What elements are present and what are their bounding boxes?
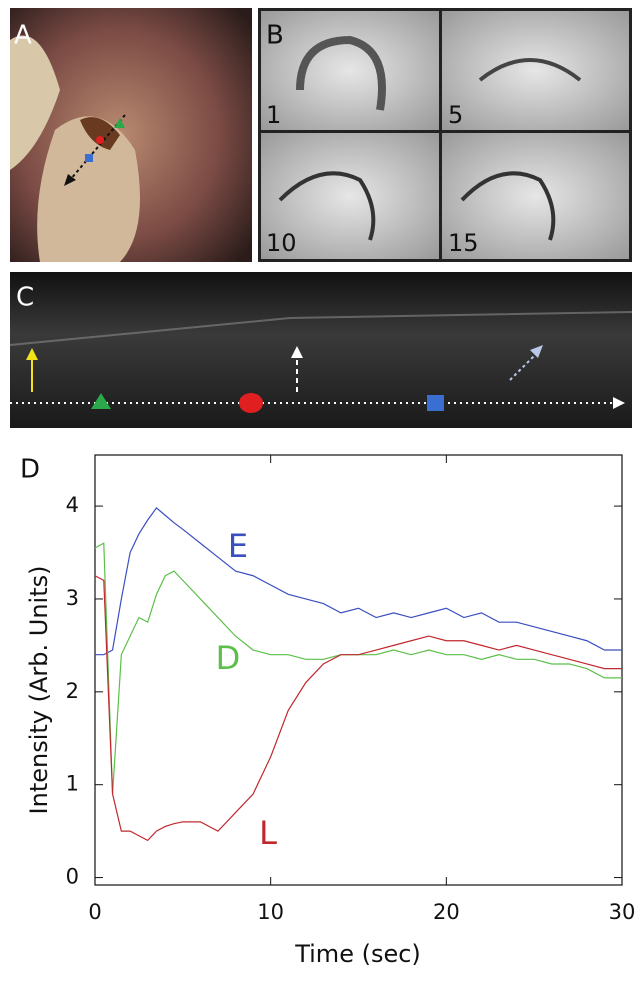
line-chart: 0 10 20 30 0 1 2 3 4 E D L [66, 454, 636, 924]
panel-label: D [20, 455, 40, 485]
structure [296, 35, 386, 111]
frame-label: 5 [448, 101, 463, 129]
frame [442, 11, 629, 130]
panel-label: B [266, 21, 284, 51]
panel-c: C [9, 272, 633, 428]
structure [460, 171, 556, 241]
y-tick-label: 0 [66, 865, 79, 889]
plot-frame [94, 454, 623, 886]
triangle-marker [114, 118, 125, 128]
y-tick-label: 2 [66, 679, 79, 703]
frame [261, 133, 439, 259]
x-tick-label: 0 [88, 900, 101, 924]
x-tick-label: 20 [433, 900, 460, 924]
frame-label: 10 [266, 229, 297, 257]
arrow-head [26, 348, 38, 360]
data-line [94, 575, 622, 842]
panel-a: A [10, 8, 252, 262]
series-label: L [259, 814, 277, 852]
square-marker [85, 154, 93, 162]
lesion [80, 117, 120, 150]
triangle-marker [91, 393, 111, 409]
frame [261, 11, 439, 130]
arrow-head [530, 345, 543, 358]
panel-b: B 1 5 10 15 [258, 8, 632, 262]
frame-label: 15 [448, 229, 479, 257]
y-tick-label: 3 [66, 586, 79, 610]
structure [478, 58, 582, 82]
data-line [94, 542, 622, 795]
tooth [37, 116, 141, 262]
panel-label: C [16, 283, 34, 313]
data-line [95, 507, 622, 656]
x-axis-label: Time (sec) [294, 940, 421, 968]
arrow-head [613, 397, 625, 409]
arrow-head [291, 346, 303, 358]
surface [9, 311, 633, 346]
frame-label: 1 [266, 101, 281, 129]
circle-marker [239, 393, 263, 413]
x-tick-label: 30 [609, 900, 636, 924]
x-tick-label: 10 [257, 900, 284, 924]
y-tick-label: 1 [66, 772, 79, 796]
y-tick-label: 4 [66, 493, 79, 517]
structure [278, 171, 376, 241]
tooth [10, 35, 60, 170]
y-axis-label: Intensity (Arb. Units) [25, 566, 53, 815]
series-label: D [216, 639, 241, 677]
circle-marker [96, 136, 104, 144]
panel-label: A [14, 21, 32, 51]
series-label: E [228, 527, 248, 565]
frame [442, 133, 629, 259]
square-marker [427, 395, 444, 411]
arrow-head [64, 174, 76, 186]
